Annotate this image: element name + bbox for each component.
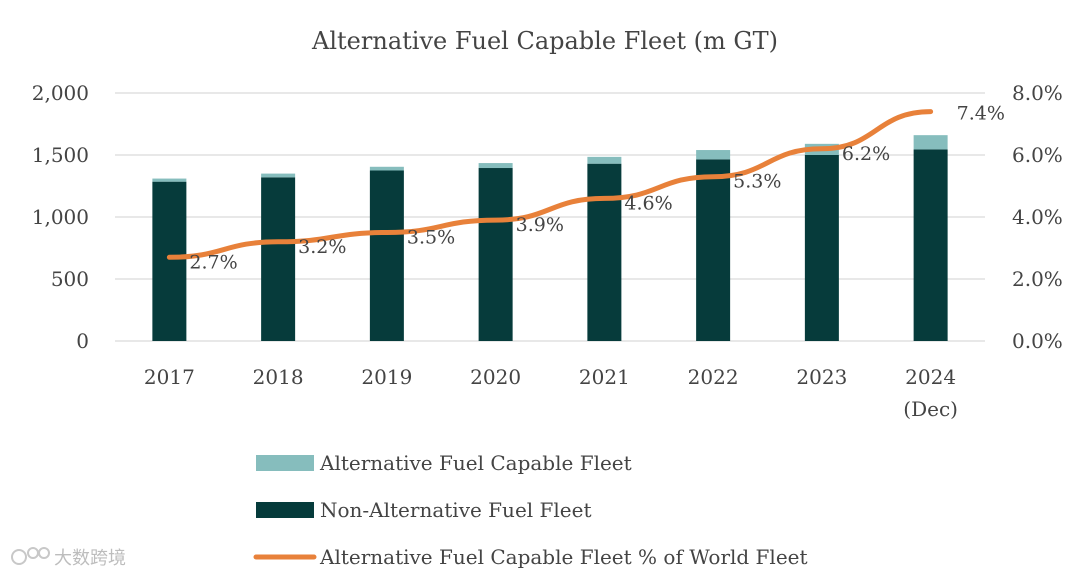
y-right-tick-label: 4.0% [1012, 205, 1063, 229]
x-tick-label: 2018 [253, 365, 304, 389]
pct-data-label: 6.2% [842, 143, 890, 165]
bar-alternative [261, 173, 296, 178]
y-left-tick-label: 2,000 [32, 81, 89, 105]
bar-alternative [913, 135, 948, 150]
watermark-logo-icon [11, 547, 50, 565]
bar-alternative [478, 163, 513, 169]
y-right-tick-label: 8.0% [1012, 81, 1063, 105]
bar-non-alternative [478, 168, 513, 341]
line-series: 2.7% 3.2% 3.5% 3.9% 4.6% 5.3% 6.2% 7.4% [166, 103, 1005, 273]
x-tick-label: 2020 [470, 365, 521, 389]
pct-data-label: 7.4% [957, 103, 1005, 125]
pct-data-label: 3.2% [298, 236, 346, 258]
watermark: 大数跨境 [11, 547, 126, 569]
y-right-tick-label: 6.0% [1012, 143, 1063, 167]
pct-data-label: 3.5% [407, 227, 455, 249]
pct-data-label: 2.7% [189, 251, 237, 273]
bar-alternative [587, 156, 622, 164]
bar-alternative [369, 166, 404, 171]
x-tick-label: 2024 [905, 365, 956, 389]
pct-data-label: 3.9% [516, 214, 564, 236]
legend-label: Alternative Fuel Capable Fleet % of Worl… [319, 545, 808, 569]
x-tick-label: 2017 [144, 365, 195, 389]
pct-data-label: 4.6% [624, 192, 672, 214]
legend-label: Alternative Fuel Capable Fleet [319, 451, 632, 475]
y-right-tick-label: 2.0% [1012, 267, 1063, 291]
y-right-tick-label: 0.0% [1012, 329, 1063, 353]
y-left-tick-label: 500 [51, 267, 89, 291]
pct-line [166, 109, 934, 260]
bar-non-alternative [913, 149, 948, 341]
bar-non-alternative [804, 155, 839, 341]
bar-non-alternative [369, 170, 404, 341]
bars [152, 135, 948, 341]
axes: 0 500 1,000 1,500 2,000 0.0% 2.0% 4.0% 6.0% 8.0% 2… [32, 81, 1063, 421]
legend: Alternative Fuel Capable Fleet Non-Altern… [253, 451, 808, 569]
pct-data-label: 5.3% [733, 171, 781, 193]
bar-alternative [696, 150, 731, 160]
gridlines [115, 92, 985, 342]
legend-label: Non-Alternative Fuel Fleet [320, 498, 592, 522]
y-left-tick-label: 1,500 [32, 143, 89, 167]
bar-non-alternative [261, 177, 296, 341]
y-left-tick-label: 1,000 [32, 205, 89, 229]
chart-title: Alternative Fuel Capable Fleet (m GT) [311, 27, 778, 55]
x-tick-label: 2021 [579, 365, 630, 389]
bar-non-alternative [696, 159, 731, 341]
watermark-text: 大数跨境 [54, 548, 126, 569]
x-tick-label: (Dec) [903, 397, 958, 421]
legend-swatch [256, 455, 314, 471]
y-left-tick-label: 0 [76, 329, 89, 353]
bar-non-alternative [152, 181, 187, 341]
x-tick-label: 2019 [361, 365, 412, 389]
x-tick-label: 2022 [688, 365, 739, 389]
x-tick-label: 2023 [796, 365, 847, 389]
bar-non-alternative [587, 163, 622, 341]
bar-alternative [152, 178, 187, 182]
legend-swatch [256, 502, 314, 518]
